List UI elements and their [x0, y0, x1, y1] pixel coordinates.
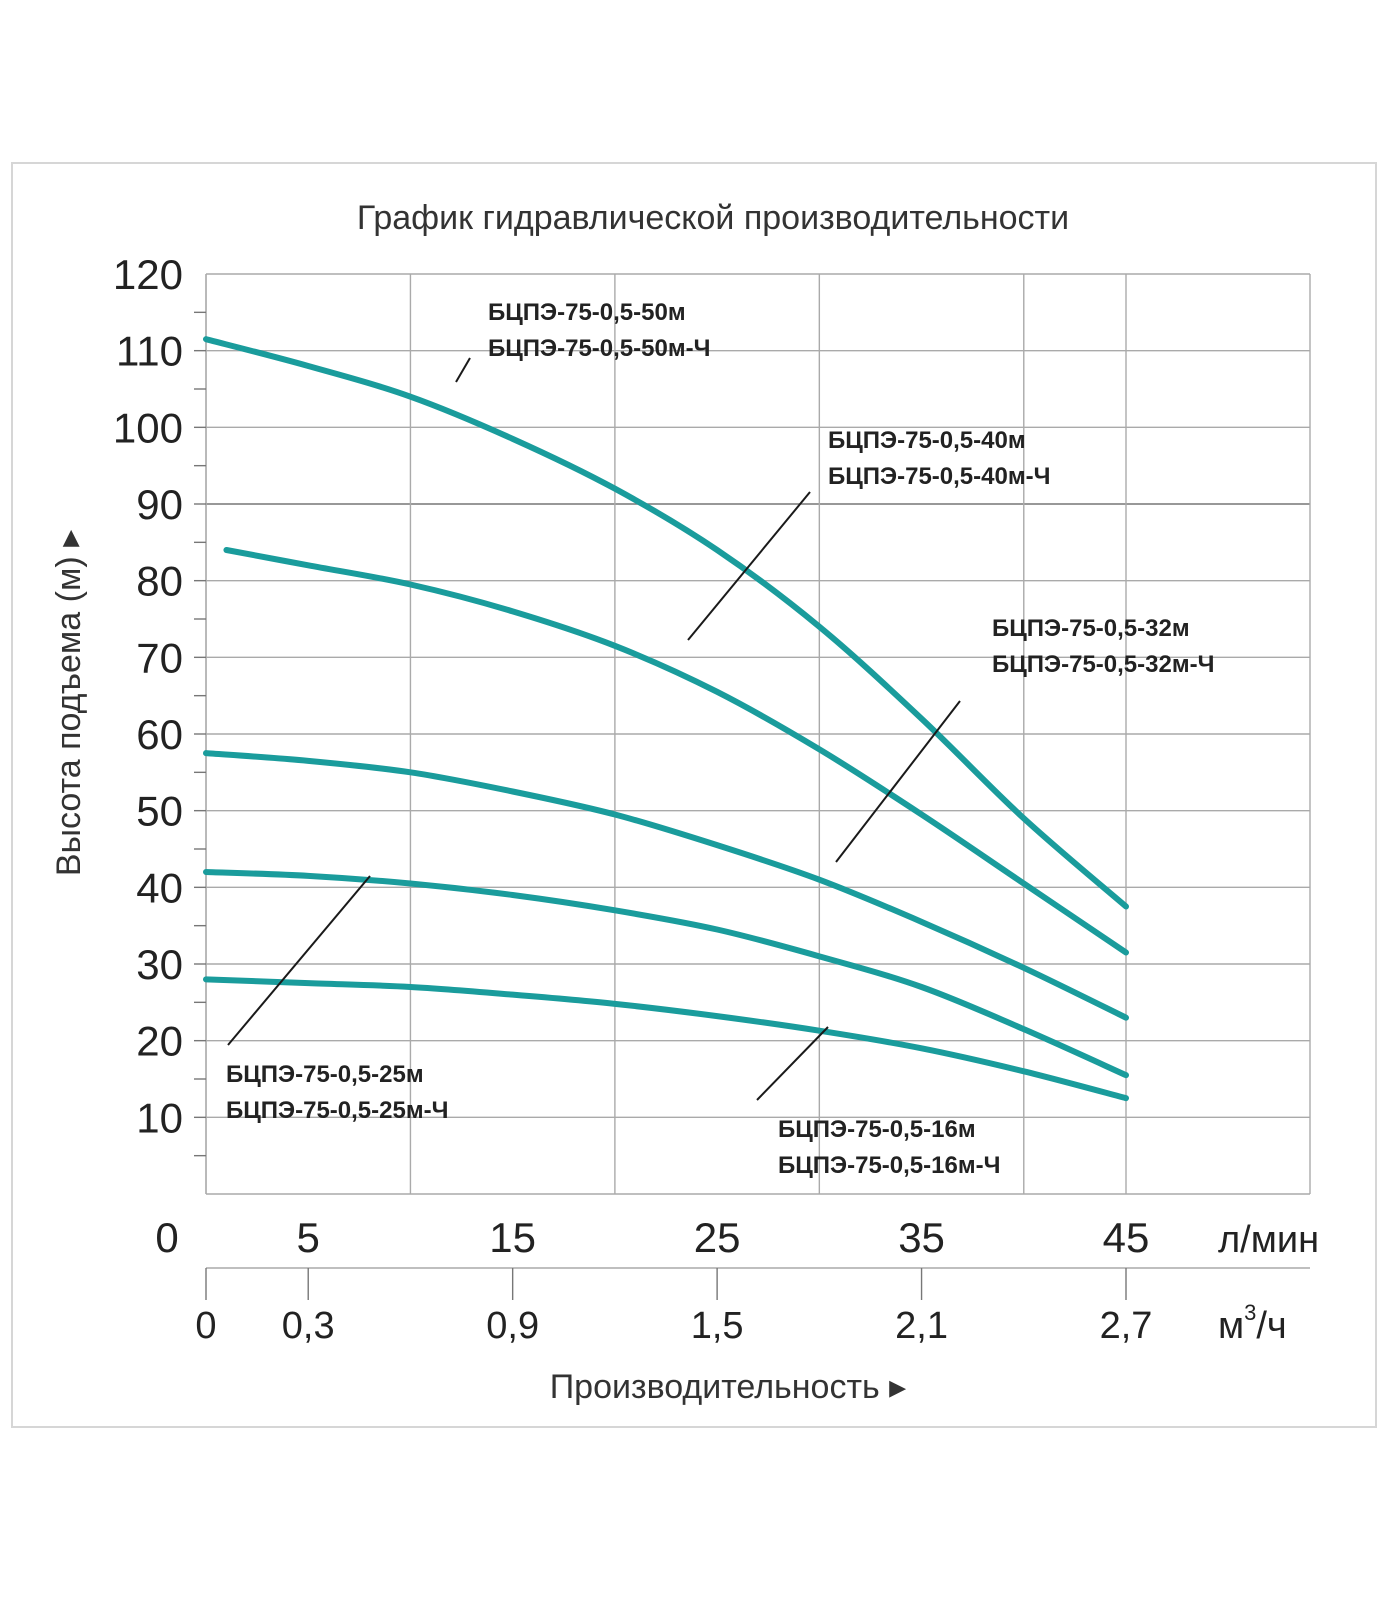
x-axis-unit-lpm: л/мин	[1218, 1219, 1319, 1261]
series-labels: БЦПЭ-75-0,5-50м БЦПЭ-75-0,5-50м-Ч БЦПЭ-75-…	[226, 299, 1214, 1179]
x2-tick-label: 2,7	[1100, 1305, 1153, 1347]
series-curve	[203, 750, 1129, 1021]
label-leader-line	[835, 700, 961, 863]
y-axis-ticks: 120 110 100 90 80 70 60 50 40 30 20 10	[113, 251, 183, 1141]
y-tick-label: 80	[136, 558, 183, 605]
y-tick-label: 120	[113, 251, 183, 298]
series-label: БЦПЭ-75-0,5-50м	[488, 299, 686, 326]
leader-lines	[227, 357, 961, 1101]
series-curve	[203, 336, 1129, 910]
y-tick-label: 50	[136, 788, 183, 835]
x2-tick-label: 1,5	[691, 1305, 744, 1347]
y-tick-label: 20	[136, 1018, 183, 1065]
x2-tick-label: 0	[195, 1305, 216, 1347]
x2-tick-label: 0,3	[282, 1305, 335, 1347]
y-tick-label: 60	[136, 711, 183, 758]
label-leader-line	[756, 1026, 829, 1101]
series-curve	[203, 869, 1129, 1079]
curves-layer	[203, 336, 1129, 1102]
label-leader-line	[455, 357, 471, 383]
x2-tick-label: 2,1	[895, 1305, 948, 1347]
series-label: БЦПЭ-75-0,5-25м	[226, 1061, 424, 1088]
y-tick-label: 100	[113, 404, 183, 451]
x-tick-zero: 0	[155, 1214, 178, 1261]
series-label: БЦПЭ-75-0,5-32м	[992, 615, 1190, 642]
y-axis-label: Высота подъема (м) ▸	[50, 530, 88, 876]
x-tick-label: 5	[297, 1214, 320, 1261]
series-label: БЦПЭ-75-0,5-50м-Ч	[488, 335, 710, 362]
y-tick-label: 90	[136, 481, 183, 528]
series-label: БЦПЭ-75-0,5-40м	[828, 427, 1026, 454]
chart-frame	[11, 162, 1377, 1428]
series-curve	[223, 547, 1129, 956]
x2-tick-label: 0,9	[486, 1305, 539, 1347]
y-tick-label: 70	[136, 634, 183, 681]
x-axis-label: Производительность ▸	[550, 1368, 907, 1406]
y-tick-label: 40	[136, 864, 183, 911]
chart-title: График гидравлической производительности	[357, 199, 1069, 237]
x-tick-label: 15	[489, 1214, 536, 1261]
x-tick-label: 45	[1103, 1214, 1150, 1261]
x2-axis-unit: м3/ч	[1218, 1300, 1287, 1347]
series-curve	[203, 976, 1129, 1102]
x-axis-ticks: 5 15 25 35 45 0 0,3 0,9 1,5 2,1 2,7	[195, 1214, 1310, 1347]
label-leader-line	[687, 491, 811, 641]
y-tick-label: 110	[116, 328, 183, 375]
series-label: БЦПЭ-75-0,5-25м-Ч	[226, 1097, 448, 1124]
series-label: БЦПЭ-75-0,5-16м-Ч	[778, 1152, 1000, 1179]
series-label: БЦПЭ-75-0,5-40м-Ч	[828, 463, 1050, 490]
series-label: БЦПЭ-75-0,5-16м	[778, 1116, 976, 1143]
y-tick-label: 30	[136, 941, 183, 988]
x-tick-label: 25	[694, 1214, 741, 1261]
grid-lines	[194, 273, 1311, 1195]
y-tick-label: 10	[136, 1094, 183, 1141]
x-tick-label: 35	[898, 1214, 945, 1261]
series-label: БЦПЭ-75-0,5-32м-Ч	[992, 651, 1214, 678]
label-leader-line	[227, 875, 371, 1046]
